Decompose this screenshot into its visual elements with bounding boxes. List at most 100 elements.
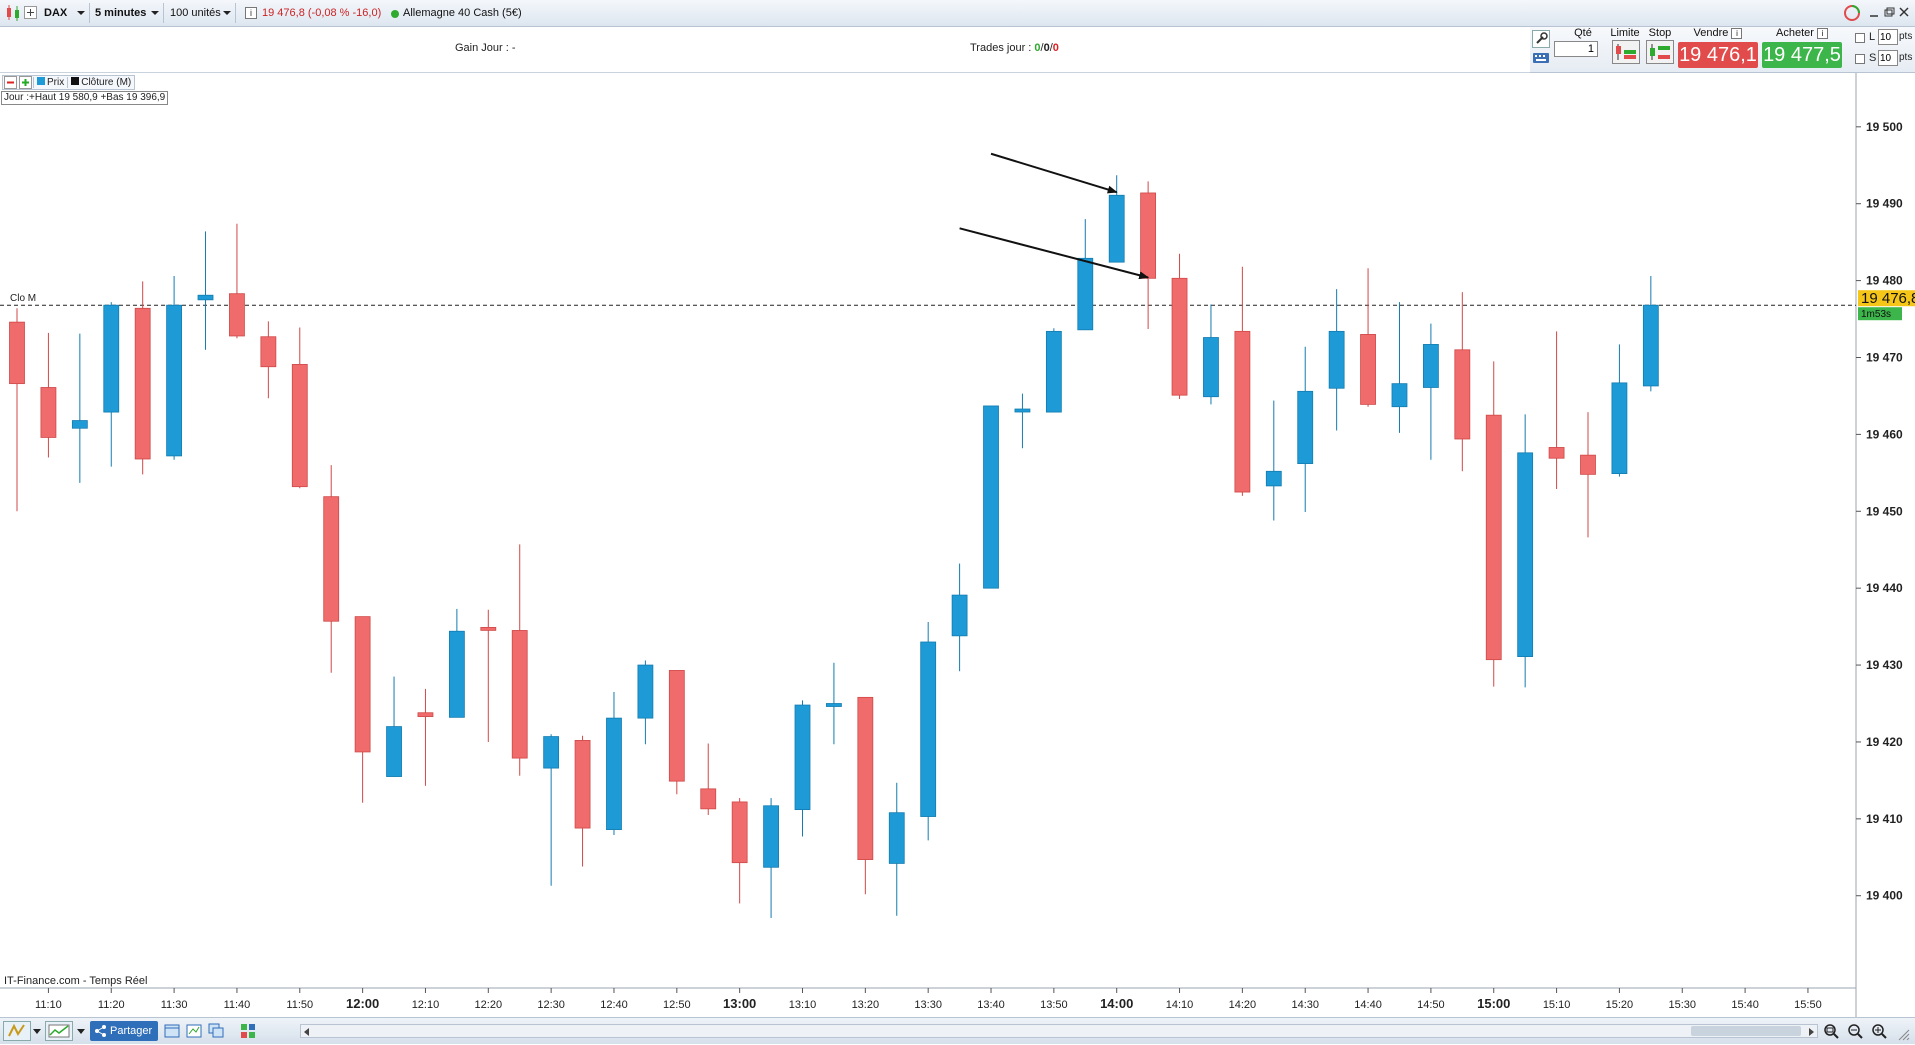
bearish-candle[interactable] [9,308,25,512]
bearish-candle[interactable] [229,223,245,339]
units-select[interactable]: 100 unités [166,3,236,23]
annotation-arrow-2[interactable] [959,227,1150,280]
fit-zoom-icon[interactable] [1822,1023,1840,1039]
bearish-candle[interactable] [134,281,151,475]
bullish-candle[interactable] [826,662,842,745]
bullish-candle[interactable] [1108,175,1125,263]
buy-button[interactable]: 19 477,5 [1762,42,1842,68]
bullish-candle[interactable] [1391,302,1408,433]
price-series-toggle[interactable]: Prix [33,77,68,88]
candlestick-chart[interactable]: 19 400 19 410 19 420 19 430 19 440 19 450 19 4… [0,73,1915,1017]
bearish-candle[interactable] [260,321,277,399]
bullish-candle[interactable] [1297,346,1314,513]
minimize-icon[interactable] [1868,5,1880,19]
limit-checkbox[interactable] [1855,33,1865,43]
bearish-candle[interactable] [1580,412,1596,538]
resize-grip-icon[interactable] [1896,1027,1910,1041]
stop-points-input[interactable] [1878,50,1898,66]
stop-checkbox[interactable] [1855,54,1865,64]
sell-button[interactable]: 19 476,1 [1678,42,1758,68]
bearish-candle[interactable] [857,696,874,895]
bullish-candle[interactable] [951,563,968,672]
bullish-candle[interactable] [1265,400,1282,521]
info-icon[interactable]: i [245,7,257,19]
zoom-in-icon[interactable] [1870,1023,1888,1039]
bullish-candle[interactable] [1014,393,1031,449]
horizontal-scrollbar[interactable] [300,1024,1818,1038]
bullish-candle[interactable] [983,405,999,589]
bullish-candle[interactable] [1423,323,1439,460]
bullish-candle[interactable] [920,622,937,841]
keyboard-icon[interactable] [1532,51,1550,67]
bullish-candle[interactable] [543,734,560,886]
bearish-candle[interactable] [291,327,308,489]
bearish-candle[interactable] [1360,268,1376,407]
bearish-candle[interactable] [700,743,717,815]
window-icon-2[interactable] [186,1023,202,1039]
bearish-candle[interactable] [417,688,434,786]
strategy-icon[interactable] [1843,4,1861,22]
bullish-candle[interactable] [637,660,654,745]
dropdown-arrow-icon[interactable] [33,1026,41,1034]
bearish-candle[interactable] [1454,292,1471,472]
bullish-candle[interactable] [794,700,811,837]
zoom-out-icon[interactable] [1846,1023,1864,1039]
stop-order-icon[interactable] [1646,40,1674,64]
scroll-left-icon[interactable] [303,1027,311,1039]
bullish-candle[interactable] [1517,414,1534,688]
bearish-candle[interactable] [1548,331,1565,489]
bullish-candle[interactable] [103,302,120,467]
bullish-candle[interactable] [386,676,402,777]
bearish-candle[interactable] [354,616,371,803]
close-icon[interactable] [1898,5,1910,19]
plus-window-icon[interactable] [24,6,37,19]
bearish-candle[interactable] [511,544,528,776]
timeframe-select[interactable]: 5 minutes [91,3,164,23]
bullish-candle[interactable] [1045,328,1062,413]
bearish-candle[interactable] [1140,181,1157,330]
scroll-right-icon[interactable] [1807,1027,1815,1039]
restore-icon[interactable] [1883,5,1895,19]
collapse-icon[interactable] [4,76,17,89]
qty-input[interactable] [1554,41,1598,57]
limit-points-input[interactable] [1878,29,1898,45]
bullish-candle[interactable] [1328,289,1345,431]
bullish-candle[interactable] [1611,344,1628,477]
bullish-candle[interactable] [166,275,183,460]
scrollbar-thumb[interactable] [1691,1026,1801,1036]
limit-order-icon[interactable] [1612,40,1640,64]
buy-info-icon[interactable]: i [1816,28,1828,39]
bullish-candle[interactable] [448,608,465,718]
bullish-candle[interactable] [1642,275,1659,392]
close-series-toggle[interactable]: Clôture (M) [67,77,135,88]
bearish-candle[interactable] [668,670,685,795]
window-icon-4[interactable] [240,1023,256,1039]
sell-info-icon[interactable]: i [1731,28,1743,39]
bearish-candle[interactable] [323,465,340,673]
bearish-candle[interactable] [480,609,497,742]
bearish-candle[interactable] [40,332,57,458]
bullish-candle[interactable] [71,333,88,483]
bullish-candle[interactable] [1077,219,1094,331]
bearish-candle[interactable] [1485,361,1502,687]
share-button[interactable]: Partager [90,1021,158,1041]
bearish-candle[interactable] [574,735,591,867]
window-icon-3[interactable] [208,1023,224,1039]
settings-wrench-icon[interactable] [1532,30,1550,48]
window-icon-1[interactable] [164,1023,180,1039]
bullish-candle[interactable] [1203,304,1219,405]
draw-tools-icon[interactable] [3,1021,31,1041]
candlestick-icon[interactable] [4,4,22,22]
bullish-candle[interactable] [888,782,905,916]
annotation-arrow-1[interactable] [990,152,1118,194]
instrument-select[interactable]: DAX [40,3,90,23]
expand-icon[interactable] [19,76,32,89]
bearish-candle[interactable] [1171,253,1188,400]
dropdown-arrow-icon-2[interactable] [77,1026,85,1034]
bearish-candle[interactable] [731,798,748,904]
bullish-candle[interactable] [606,691,622,835]
bearish-candle[interactable] [1234,266,1251,496]
bullish-candle[interactable] [197,231,214,350]
bullish-candle[interactable] [763,798,779,919]
indicators-icon[interactable] [45,1021,73,1041]
